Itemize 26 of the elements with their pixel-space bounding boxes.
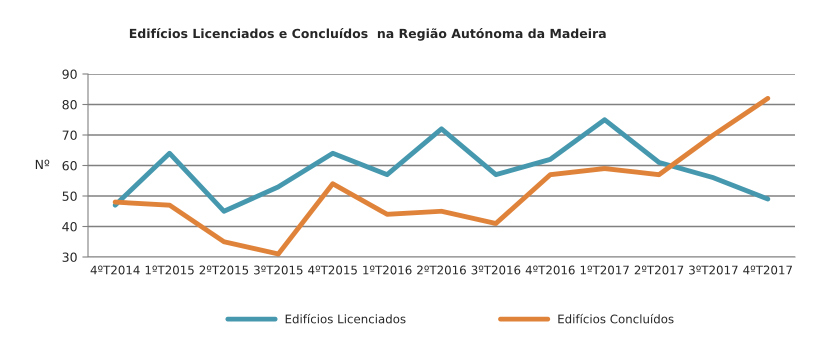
chart-title: Edifícios Licenciados e Concluídos na Região Autónoma da Madeira bbox=[130, 28, 606, 41]
x-tick-label: 2ºT2016 bbox=[417, 266, 466, 274]
x-tick-label: 2ºT2017 bbox=[634, 266, 684, 274]
y-tick-label: 80 bbox=[62, 100, 77, 110]
x-tick-label: 4ºT2015 bbox=[308, 266, 357, 274]
legend-label: Edifícios Concluídos bbox=[558, 314, 674, 324]
x-tick-label: 4ºT2014 bbox=[90, 266, 140, 274]
y-tick-label: 40 bbox=[62, 222, 77, 232]
line-series bbox=[112, 117, 770, 214]
y-tick-label: 90 bbox=[62, 69, 77, 79]
x-tick-label: 2ºT2015 bbox=[200, 266, 248, 274]
y-tick-label: 60 bbox=[62, 160, 77, 170]
y-axis-title: Nº bbox=[36, 160, 50, 169]
y-tick-label: 50 bbox=[62, 191, 77, 201]
x-tick-label: 1ºT2017 bbox=[580, 266, 629, 274]
legend-label: Edifícios Licenciados bbox=[286, 314, 406, 324]
line-series bbox=[112, 96, 770, 256]
x-tick-label: 1ºT2016 bbox=[363, 266, 412, 274]
x-tick-label: 4ºT2017 bbox=[743, 266, 792, 274]
x-tick-label: 3ºT2015 bbox=[254, 266, 302, 274]
x-tick-label: 3ºT2017 bbox=[689, 266, 738, 274]
x-tick-label: 1ºT2015 bbox=[146, 266, 194, 274]
y-tick-label: 30 bbox=[62, 252, 77, 262]
x-tick-label: 4ºT2016 bbox=[526, 266, 575, 274]
x-tick-label: 3ºT2016 bbox=[472, 266, 520, 274]
y-tick-label: 70 bbox=[62, 130, 77, 140]
